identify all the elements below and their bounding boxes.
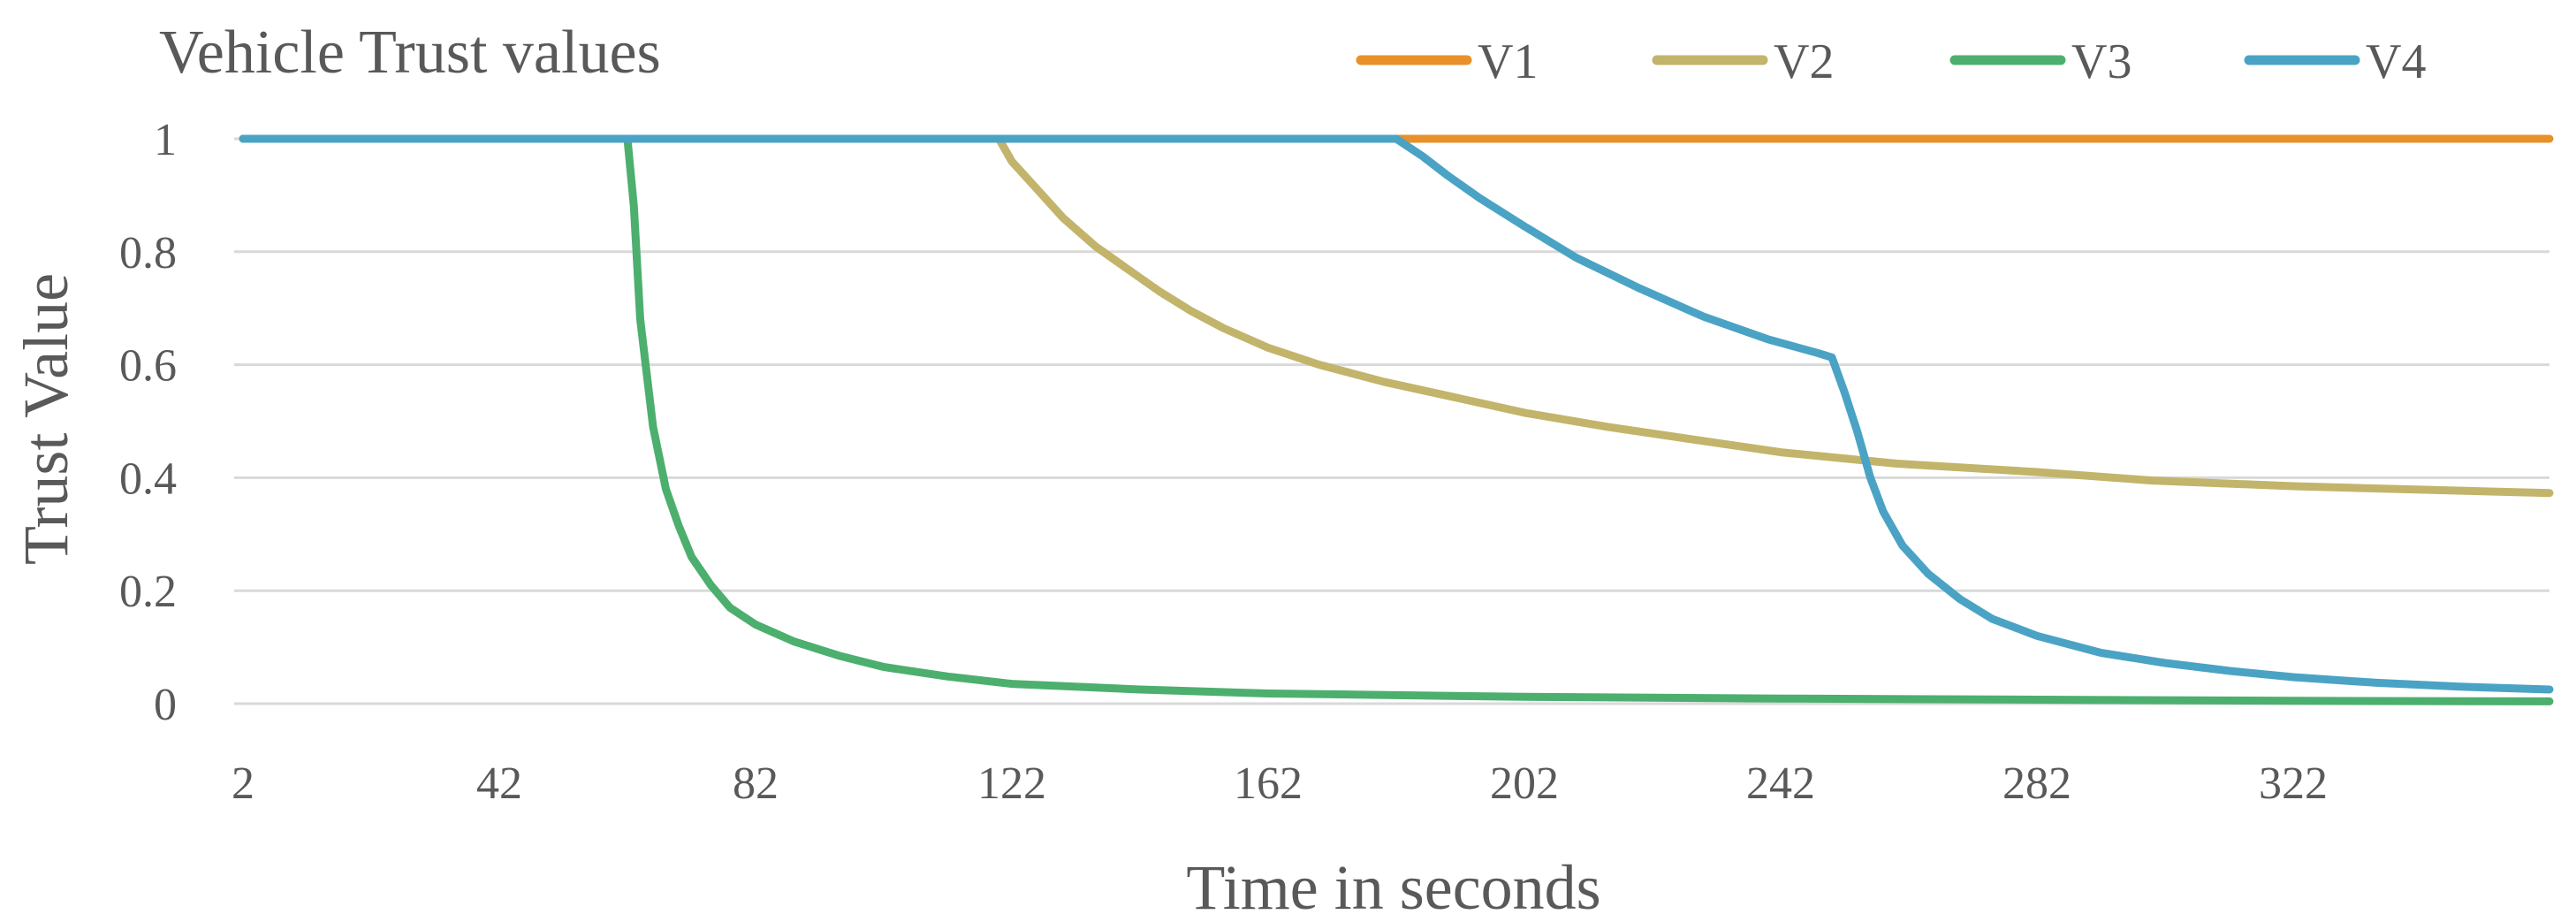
legend: V1 V2 V3 V4 <box>1356 34 2426 89</box>
y-tick-label: 0 <box>154 680 177 730</box>
y-tick-label: 0.6 <box>119 341 177 392</box>
y-tick-label: 0.2 <box>119 567 177 617</box>
legend-label-v2: V2 <box>1774 34 1834 89</box>
x-tick-label: 42 <box>476 758 522 809</box>
series-line-v2 <box>239 134 2554 498</box>
gridlines <box>234 137 2549 705</box>
legend-label-v4: V4 <box>2366 34 2426 89</box>
legend-label-v1: V1 <box>1478 34 1538 89</box>
legend-label-v3: V3 <box>2071 34 2131 89</box>
y-tick-label: 0.8 <box>119 228 177 278</box>
series-lines <box>239 134 2554 705</box>
x-tick-label: 242 <box>1746 758 1815 809</box>
y-tick-label: 1 <box>154 115 177 165</box>
y-tick-label: 0.4 <box>119 453 177 504</box>
x-tick-label: 2 <box>232 758 255 809</box>
y-axis-title: Trust Value <box>11 273 81 565</box>
x-tick-label: 82 <box>733 758 779 809</box>
x-tick-label: 122 <box>977 758 1046 809</box>
x-axis-ticks: 2 42 82 122 162 202 242 282 322 <box>232 758 2328 809</box>
x-tick-label: 322 <box>2259 758 2328 809</box>
series-line-v3 <box>239 134 2554 705</box>
x-axis-title: Time in seconds <box>1186 852 1600 922</box>
y-axis-ticks: 0 0.2 0.4 0.6 0.8 1 <box>119 115 177 730</box>
series-line-v4 <box>239 134 2554 694</box>
x-tick-label: 162 <box>1234 758 1303 809</box>
x-tick-label: 282 <box>2002 758 2071 809</box>
chart-title: Vehicle Trust values <box>159 19 661 87</box>
x-tick-label: 202 <box>1490 758 1559 809</box>
